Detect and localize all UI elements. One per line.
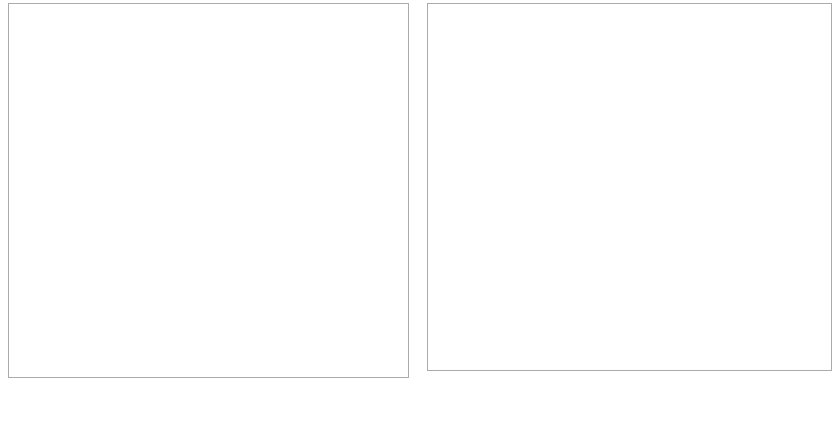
turbidity-chart (9, 4, 408, 377)
suspended-solids-chart (428, 4, 831, 370)
turbidity-chart-panel (8, 3, 409, 378)
suspended-solids-chart-panel (427, 3, 832, 371)
